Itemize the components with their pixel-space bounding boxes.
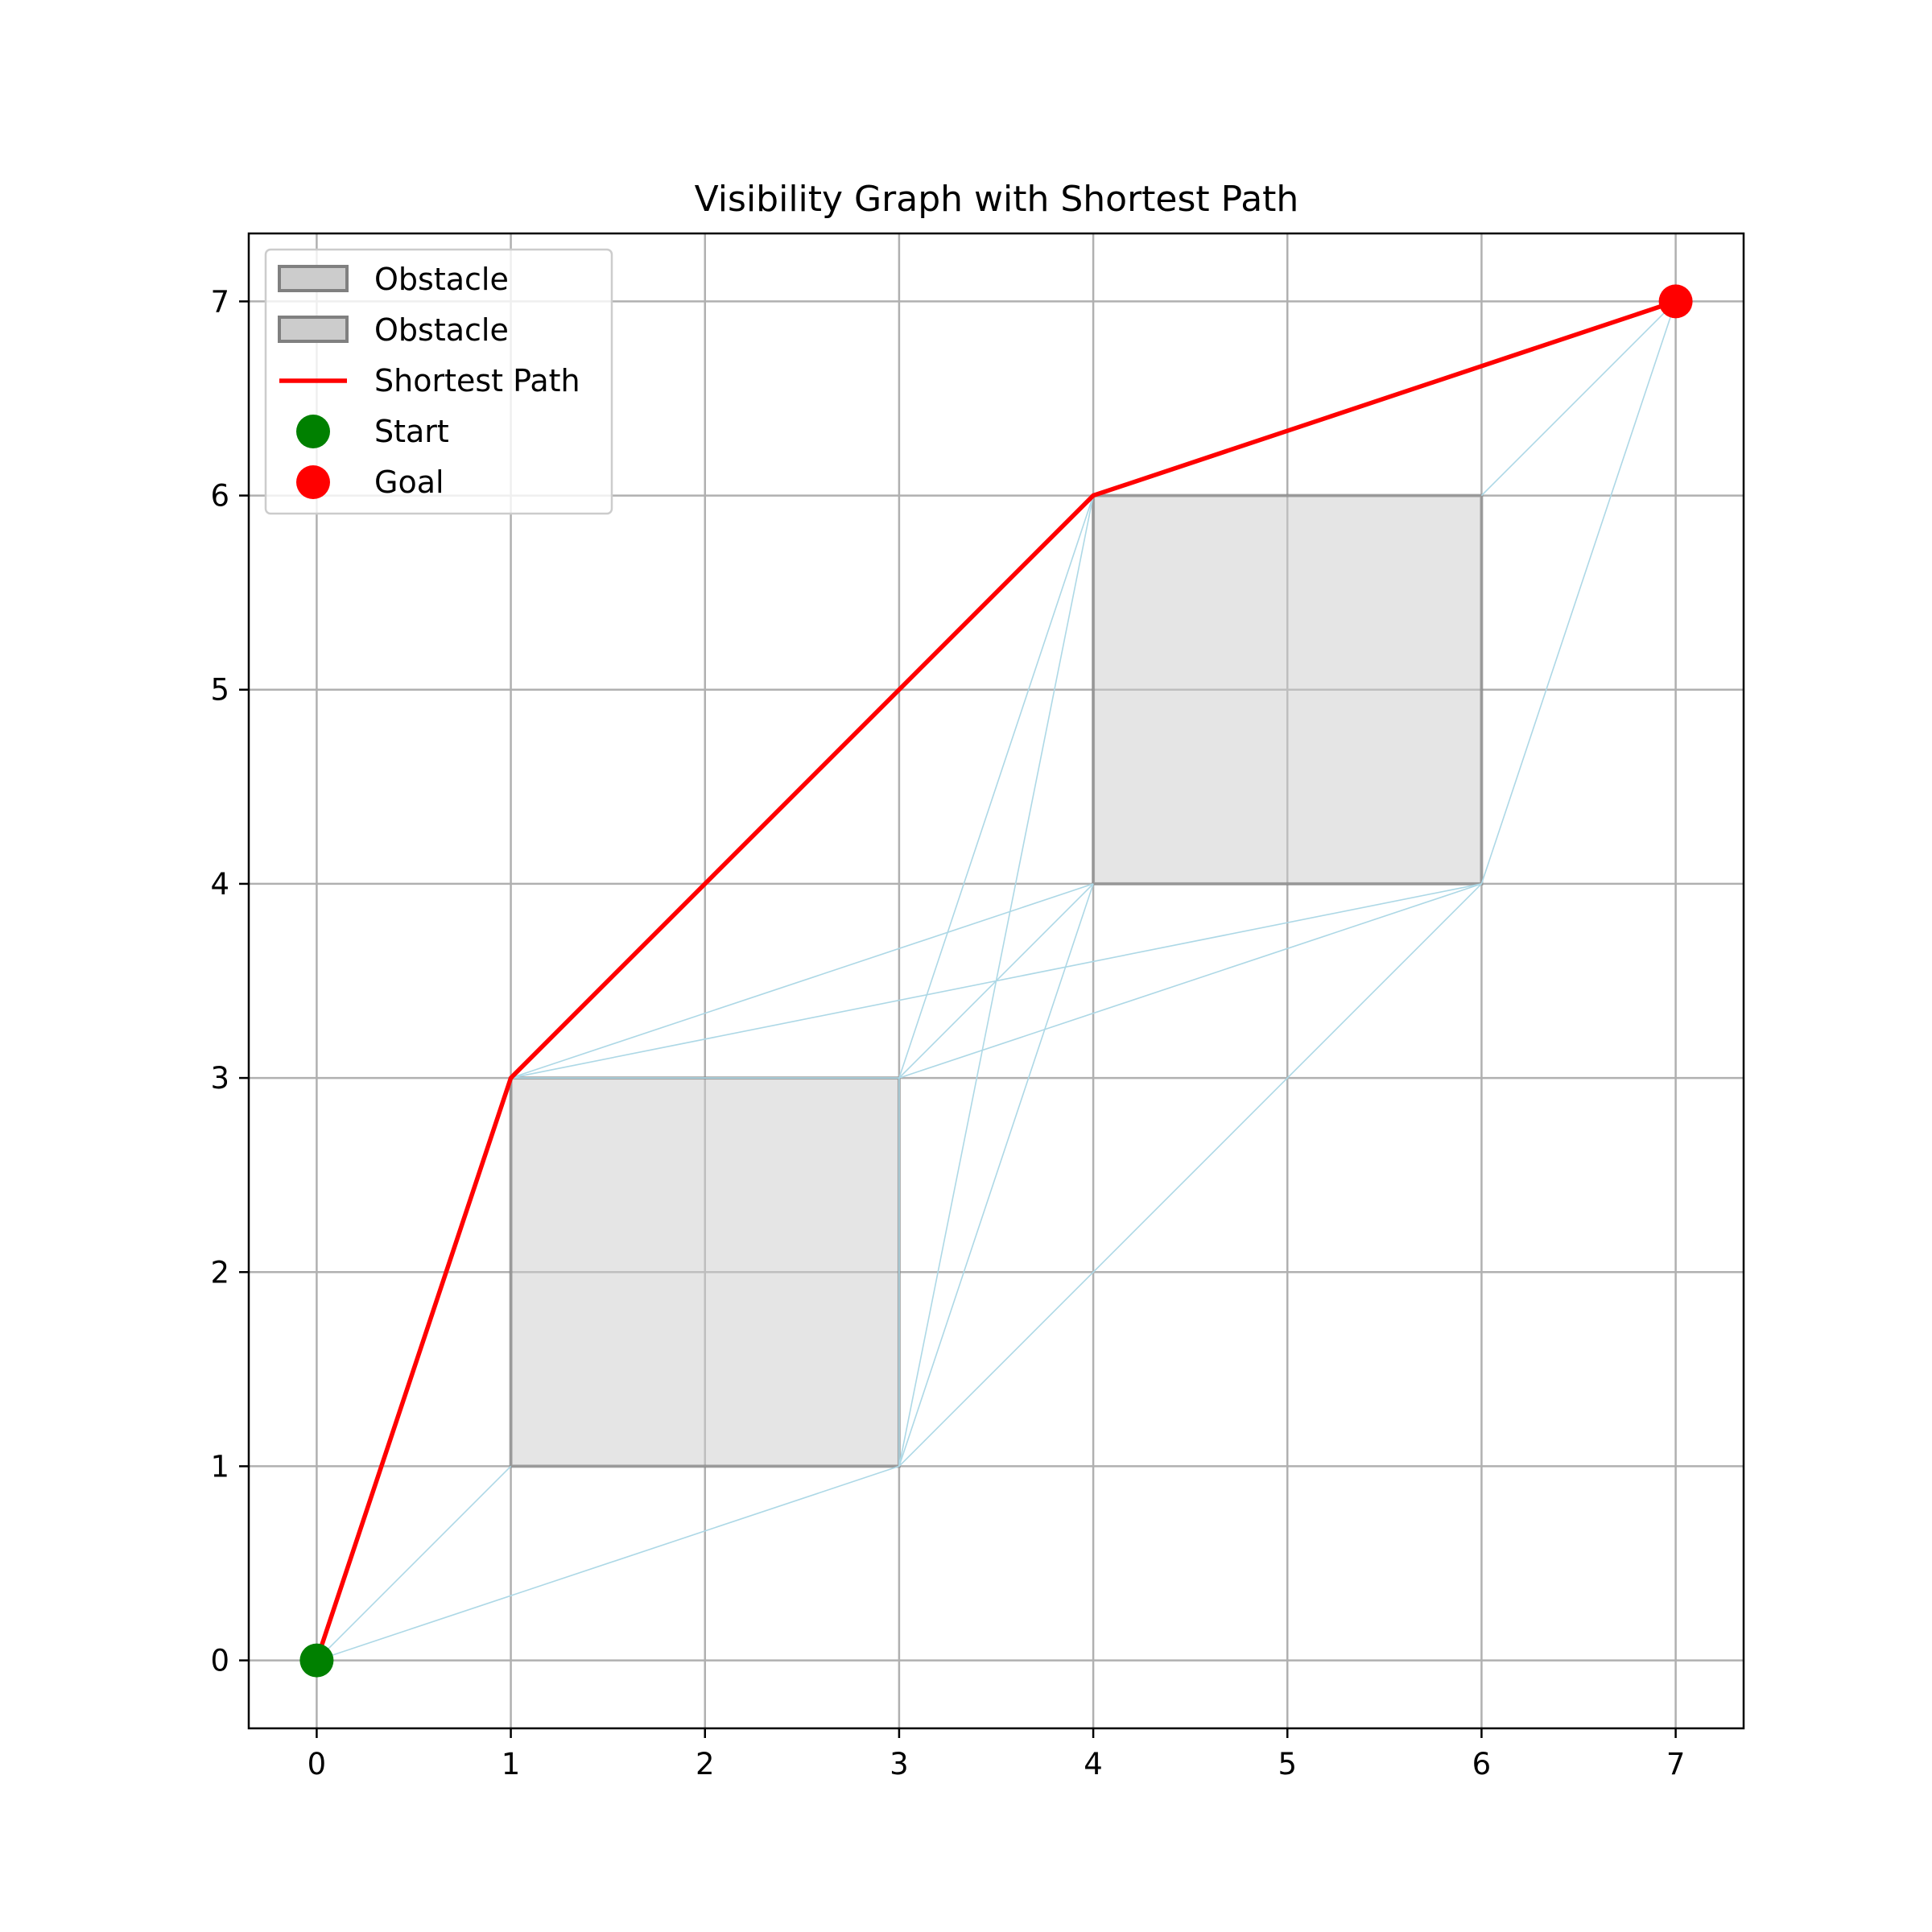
y-tick-label-6: 6 xyxy=(210,479,229,514)
obstacle-1 xyxy=(509,1076,901,1468)
legend-obstacle-swatch-1 xyxy=(278,265,349,292)
goal-marker xyxy=(1658,284,1693,319)
y-tick-label-3: 3 xyxy=(210,1061,229,1096)
visibility-edge-10 xyxy=(898,883,1094,1079)
x-tick-label-3: 3 xyxy=(890,1747,909,1781)
legend-label-shortest-path: Shortest Path xyxy=(374,363,580,398)
visibility-edge-4 xyxy=(510,883,1094,1079)
y-tick-label-7: 7 xyxy=(210,284,229,319)
x-tick-label-7: 7 xyxy=(1666,1747,1686,1781)
legend-goal-marker xyxy=(296,465,330,499)
y-tick-label-4: 4 xyxy=(210,867,229,902)
x-tick-label-0: 0 xyxy=(308,1747,327,1781)
start-marker xyxy=(299,1643,334,1678)
y-tick-label-1: 1 xyxy=(210,1449,229,1484)
shortest-path-layer xyxy=(314,299,1677,1662)
visibility-edge-7 xyxy=(898,883,1094,1467)
y-tick-label-0: 0 xyxy=(210,1644,229,1678)
visibility-edge-12 xyxy=(898,883,1482,1079)
visibility-edge-9 xyxy=(898,883,1482,1467)
legend-label-goal: Goal xyxy=(374,464,444,500)
axes-frame xyxy=(247,232,1745,1730)
y-tick-label-2: 2 xyxy=(210,1255,229,1290)
legend-label-start: Start xyxy=(374,414,449,449)
x-tick-label-6: 6 xyxy=(1472,1747,1492,1781)
visibility-edge-11 xyxy=(898,495,1094,1079)
chart-title: Visibility Graph with Shortest Path xyxy=(695,179,1299,220)
visibility-edge-13 xyxy=(1480,301,1677,885)
legend-start-marker xyxy=(296,415,330,448)
legend-box xyxy=(264,248,613,515)
x-tick-label-4: 4 xyxy=(1084,1747,1103,1781)
legend: Obstacle Obstacle Shortest Path Start Go… xyxy=(264,248,613,515)
grid xyxy=(249,233,1744,1728)
y-tick-label-5: 5 xyxy=(210,673,229,708)
obstacle-2 xyxy=(1092,493,1484,886)
axis-ticks: 0 1 2 3 4 5 6 7 0 1 2 3 4 5 6 7 xyxy=(210,284,1685,1781)
legend-label-obstacle-1: Obstacle xyxy=(374,262,509,297)
x-tick-label-1: 1 xyxy=(502,1747,521,1781)
visibility-edge-2 xyxy=(316,1465,900,1662)
x-tick-label-5: 5 xyxy=(1278,1747,1297,1781)
markers xyxy=(299,284,1693,1678)
legend-label-obstacle-2: Obstacle xyxy=(374,312,509,348)
visibility-edges xyxy=(316,300,1677,1662)
shortest-path-line xyxy=(314,299,1677,1662)
x-tick-label-2: 2 xyxy=(696,1747,715,1781)
visibility-edge-14 xyxy=(1480,300,1677,497)
visibility-edge-1 xyxy=(316,1465,512,1662)
legend-obstacle-swatch-2 xyxy=(278,316,349,343)
